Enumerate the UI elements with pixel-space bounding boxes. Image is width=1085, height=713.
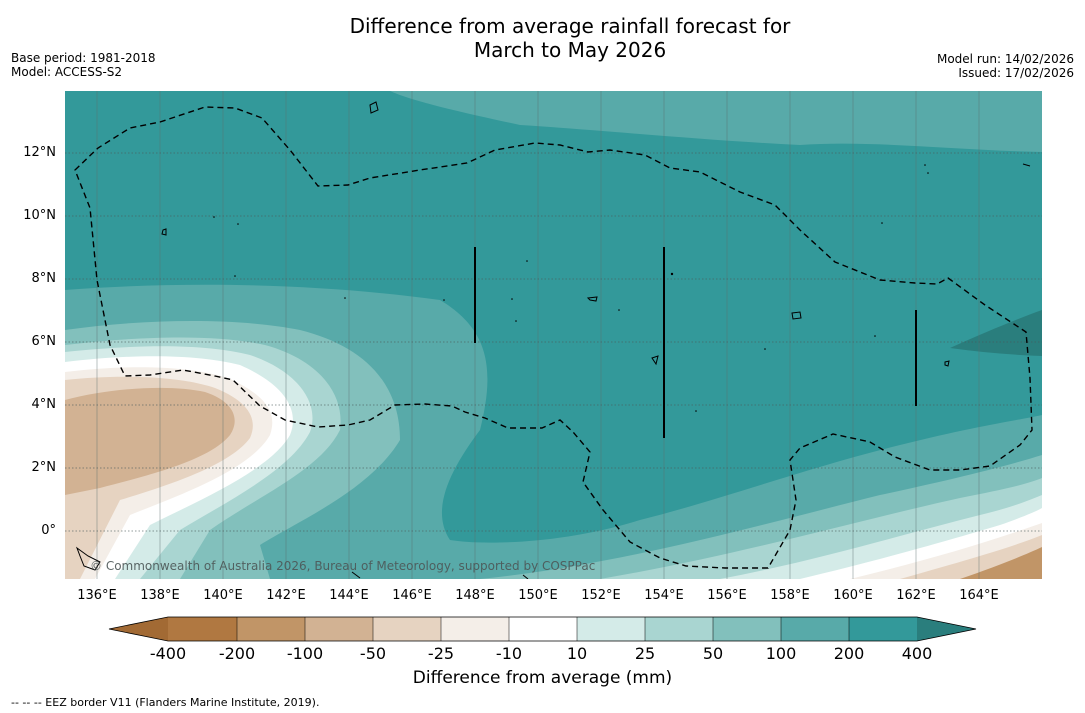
issued-text: Issued: 17/02/2026: [958, 66, 1074, 80]
colorbar-label: 50: [702, 644, 724, 663]
lon-tick-label: 138°E: [140, 588, 180, 603]
lon-tick-label: 152°E: [581, 588, 621, 603]
field-north-band: [390, 91, 1042, 152]
lat-tick-label: 8°N: [31, 271, 57, 286]
colorbar-label: 25: [634, 644, 656, 663]
map-title: Difference from average rainfall forecas…: [0, 14, 1085, 62]
lon-tick-label: 146°E: [392, 588, 432, 603]
lon-tick-label: 140°E: [203, 588, 243, 603]
colorbar-title: Difference from average (mm): [412, 668, 673, 688]
lon-tick-label: 162°E: [896, 588, 936, 603]
colorbar-bin: [373, 617, 441, 641]
base-period-text: Base period: 1981-2018: [11, 51, 156, 65]
colorbar-extend-high: [917, 617, 976, 641]
lon-tick-label: 158°E: [770, 588, 810, 603]
model-text: Model: ACCESS-S2: [11, 65, 123, 79]
colorbar-label: 10: [566, 644, 588, 663]
colorbar-bin: [781, 617, 849, 641]
field-band-dry3-south: [960, 547, 1042, 579]
lon-tick-label: 154°E: [644, 588, 684, 603]
lat-tick-label: 6°N: [31, 334, 57, 349]
colorbar-label: -200: [218, 644, 256, 663]
metadata-left: Base period: 1981-2018 Model: ACCESS-S2: [11, 51, 156, 79]
lat-tick-label: 10°N: [23, 208, 56, 223]
colorbar-label: -10: [495, 644, 523, 663]
colorbar-label: -400: [149, 644, 187, 663]
colorbar-bin: [305, 617, 373, 641]
colorbar-bin: [577, 617, 645, 641]
lon-tick-label: 156°E: [707, 588, 747, 603]
rainfall-anomaly-field: © Commonwealth of Australia 2026, Bureau…: [65, 91, 1042, 579]
colorbar-label: -25: [427, 644, 455, 663]
colorbar-bin: [168, 617, 237, 641]
lon-tick-label: 160°E: [833, 588, 873, 603]
longitude-gridlines: [96, 91, 980, 579]
colorbar-bin: [509, 617, 577, 641]
colorbar-label: -50: [359, 644, 387, 663]
lon-tick-label: 164°E: [959, 588, 999, 603]
solid-segments: [474, 247, 917, 438]
colorbar-label: 400: [901, 644, 933, 663]
metadata-right: Model run: 14/02/2026 Issued: 17/02/2026: [937, 52, 1074, 80]
lat-tick-label: 2°N: [31, 460, 57, 475]
lat-tick-label: 0°: [41, 523, 56, 538]
lat-tick-label: 4°N: [31, 397, 57, 412]
model-run-text: Model run: 14/02/2026: [936, 52, 1074, 66]
colorbar-label: 200: [833, 644, 865, 663]
colorbar-bin: [713, 617, 781, 641]
colorbar-label: 100: [765, 644, 797, 663]
colorbar-bin: [849, 617, 917, 641]
copyright-watermark: © Commonwealth of Australia 2026, Bureau…: [90, 559, 595, 573]
eez-legend-footnote: -- -- -- EEZ border V11 (Flanders Marine…: [11, 696, 320, 709]
colorbar-dividers: [236, 617, 850, 641]
title-line-2: March to May 2026: [473, 38, 667, 62]
colorbar-outline: [108, 616, 977, 642]
lon-tick-label: 144°E: [329, 588, 369, 603]
colorbar-bin: [441, 617, 509, 641]
colorbar-bin: [237, 617, 305, 641]
colorbar-label: -100: [286, 644, 324, 663]
island-dots: [213, 164, 929, 412]
title-line-1: Difference from average rainfall forecas…: [349, 14, 791, 38]
lon-tick-label: 136°E: [77, 588, 117, 603]
island-outlines: [75, 101, 1031, 579]
colorbar: [108, 616, 977, 642]
lat-tick-label: 12°N: [23, 145, 56, 160]
field-band-wettest-east: [950, 310, 1042, 356]
lon-tick-label: 148°E: [455, 588, 495, 603]
lon-tick-label: 142°E: [266, 588, 306, 603]
colorbar-bin: [645, 617, 713, 641]
lon-tick-label: 150°E: [518, 588, 558, 603]
colorbar-extend-low: [109, 617, 168, 641]
